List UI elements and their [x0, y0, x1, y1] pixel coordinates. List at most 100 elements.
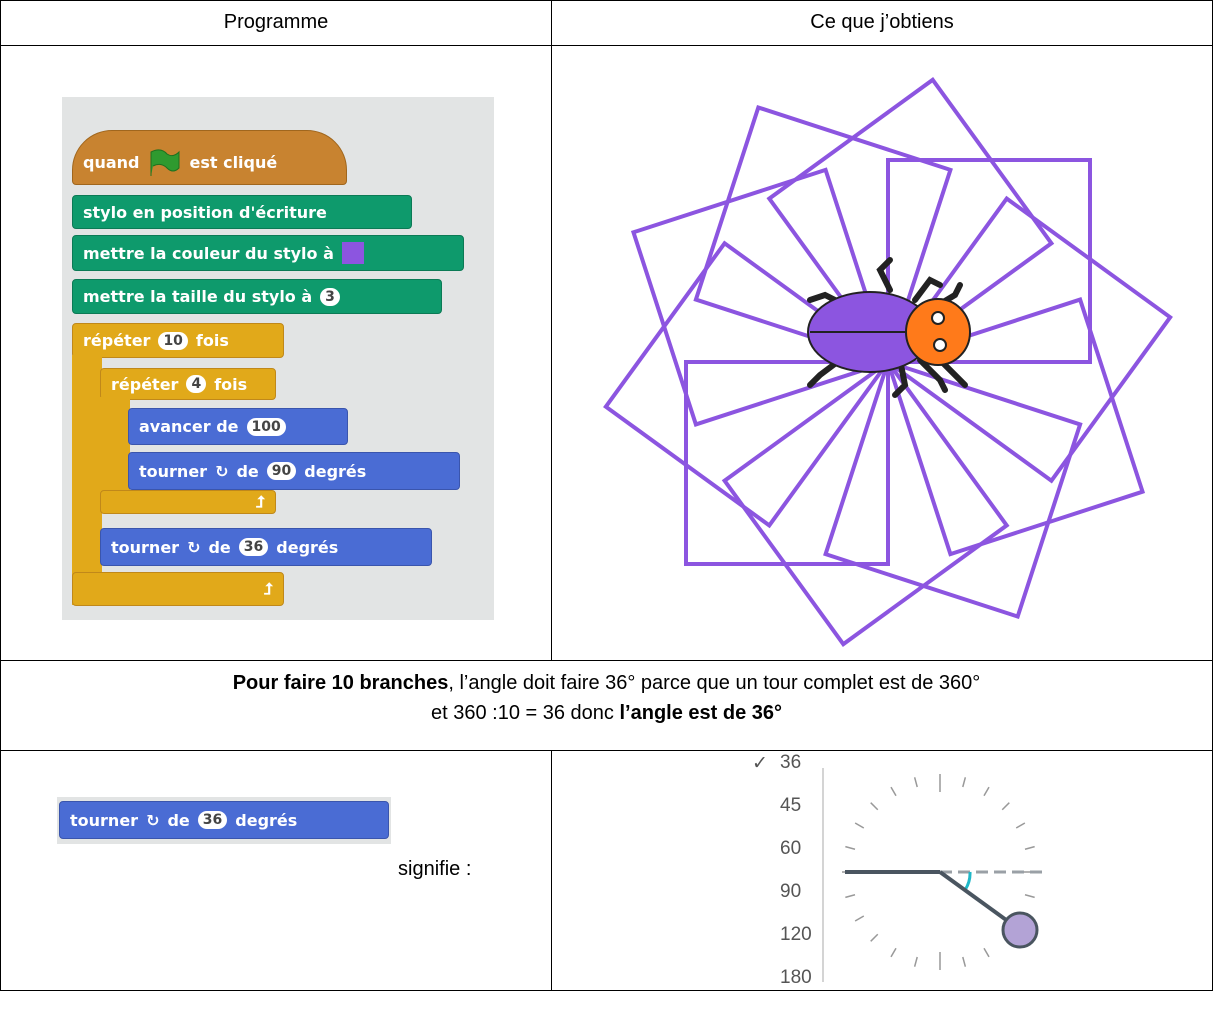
- dial-tick: [1001, 802, 1010, 811]
- block-text: fois: [195, 331, 229, 350]
- square: [693, 104, 953, 365]
- dial-tick: [845, 894, 856, 899]
- script-area: quand est cliqué stylo en position d'écr…: [62, 97, 494, 620]
- angle-option: 36: [780, 752, 802, 773]
- dial-tick: [1024, 845, 1035, 850]
- input: 4: [186, 375, 207, 393]
- square: [603, 240, 891, 529]
- square: [886, 158, 1092, 364]
- block-text: tourner: [139, 461, 208, 481]
- text: signifie :: [398, 858, 472, 880]
- check-mark: ✓: [752, 753, 768, 774]
- line: Pour faire 10 branches, l’angle doit fai…: [0, 668, 1213, 698]
- repeat-end: ⮥: [100, 490, 276, 514]
- motion-block: tourner ↻ de 36 degrés: [59, 801, 389, 839]
- dial-tick: [890, 786, 897, 797]
- dial-tick: [983, 786, 990, 797]
- header: Programme: [223, 11, 329, 33]
- angle-option: 120: [780, 924, 812, 945]
- repeat-block: répéter 10 fois: [72, 323, 284, 358]
- block-text: quand: [83, 153, 140, 172]
- input: 36: [197, 811, 228, 829]
- block-text: répéter: [83, 331, 151, 350]
- block-text: mettre la taille du stylo à: [83, 287, 313, 306]
- square: [823, 359, 1083, 620]
- block-text: de: [236, 461, 259, 481]
- cell: [551, 750, 1213, 991]
- protractor: [822, 768, 1042, 982]
- block-text: de: [208, 537, 231, 557]
- pen-block: mettre la couleur du stylo à: [72, 235, 464, 271]
- repeat-block: répéter 4 fois: [100, 368, 276, 400]
- turn-icon: ↻: [146, 810, 160, 830]
- bold-text: l’angle est de 36°: [619, 702, 782, 724]
- block-text: degrés: [235, 810, 298, 830]
- motion-block: tourner ↻ de 90 degrés: [128, 452, 460, 490]
- block-text: stylo en position d'écriture: [83, 202, 327, 222]
- input: 10: [158, 331, 188, 350]
- motion-block: avancer de 100: [128, 408, 348, 445]
- repeat-end: ⮥: [72, 572, 284, 606]
- square: [885, 195, 1173, 484]
- input: 36: [238, 538, 269, 556]
- dial-tick: [854, 915, 865, 922]
- input: 90: [266, 462, 297, 480]
- angle-option: 90: [780, 881, 802, 902]
- dial-tick: [845, 845, 856, 850]
- square: [885, 297, 1146, 557]
- beetle: [807, 257, 971, 398]
- block-text: est cliqué: [189, 153, 278, 172]
- block-text: avancer de: [139, 417, 239, 436]
- dial-tick: [913, 777, 918, 788]
- angle-option: 180: [780, 967, 812, 988]
- dial-tick: [913, 956, 918, 967]
- square: [766, 77, 1055, 365]
- input: 100: [246, 417, 286, 436]
- block-text: fois: [214, 374, 248, 394]
- motion-block: tourner ↻ de 36 degrés: [100, 528, 432, 566]
- dial-tick: [962, 956, 967, 967]
- block-text: degrés: [276, 537, 339, 557]
- pen-drawing: [603, 77, 1173, 647]
- dial-tick: [962, 777, 967, 788]
- color-swatch: [341, 242, 364, 264]
- flag-icon: [150, 148, 180, 176]
- block-text: tourner: [111, 537, 180, 557]
- line: et 360 :10 = 36 donc l’angle est de 36°: [0, 698, 1213, 728]
- square: [684, 360, 890, 566]
- pen-block: stylo en position d'écriture: [72, 195, 412, 229]
- dial-tick: [1015, 822, 1026, 829]
- angle-arc: [963, 871, 972, 891]
- square: [721, 359, 1010, 647]
- text: , l’angle doit faire 36° parce que un to…: [448, 672, 981, 694]
- c-arm: [100, 397, 130, 507]
- header: Ce que j’obtiens: [810, 11, 954, 33]
- block-text: mettre la couleur du stylo à: [83, 243, 334, 263]
- turn-icon: ↻: [187, 537, 201, 557]
- pen-block: mettre la taille du stylo à 3: [72, 279, 442, 314]
- hat-block: quand est cliqué: [72, 130, 347, 185]
- angle-option: 45: [780, 795, 802, 816]
- square: [630, 167, 891, 427]
- block-text: degrés: [304, 461, 367, 481]
- dial-tick: [870, 802, 879, 811]
- block-text: tourner: [70, 810, 139, 830]
- explanation: Pour faire 10 branches, l’angle doit fai…: [0, 668, 1213, 728]
- dial-tick: [983, 947, 990, 958]
- angle-option: 60: [780, 838, 802, 859]
- handle: [1001, 911, 1039, 949]
- dial-tick: [890, 947, 897, 958]
- block-text: de: [167, 810, 190, 830]
- dial-tick: [870, 933, 879, 942]
- dial-tick: [1024, 894, 1035, 899]
- block-image: tourner ↻ de 36 degrés: [57, 797, 391, 844]
- dial-tick: [854, 822, 865, 829]
- turn-icon: ↻: [215, 461, 229, 481]
- c-arm: [72, 355, 102, 605]
- text: et 360 :10 = 36 donc: [430, 702, 620, 724]
- block-text: répéter: [111, 374, 179, 394]
- angle-options: 36 45 60 90 120 180: [780, 752, 812, 1010]
- bold-text: Pour faire 10 branches: [232, 672, 449, 694]
